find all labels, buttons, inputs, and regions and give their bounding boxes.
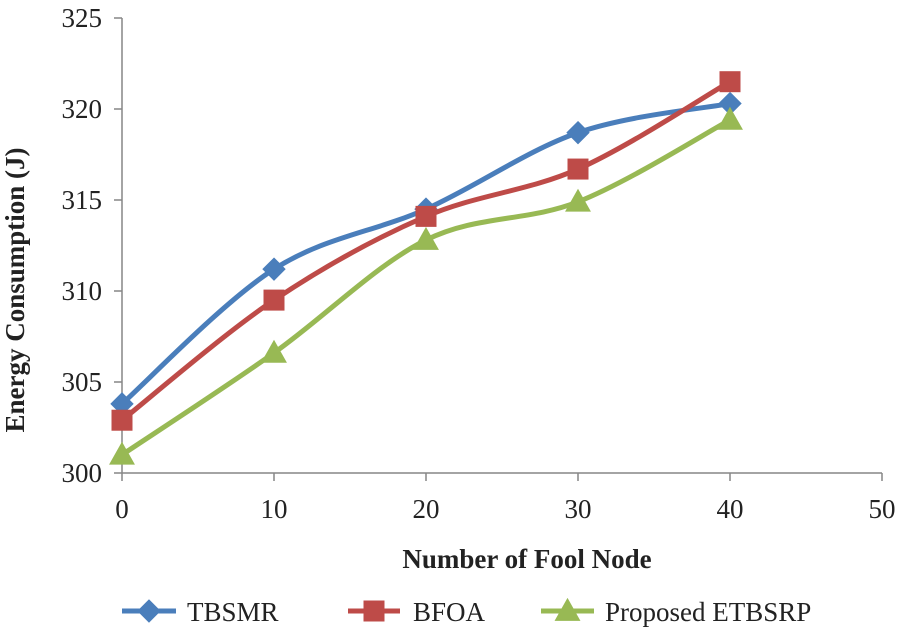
data-point [109, 441, 135, 465]
series-layer [109, 71, 743, 465]
legend-swatch-marker [137, 599, 161, 623]
data-point [262, 257, 286, 281]
legend-label: BFOA [413, 597, 486, 627]
legend-label: Proposed ETBSRP [605, 597, 811, 627]
data-point [263, 289, 285, 311]
x-axis-title: Number of Fool Node [402, 544, 651, 574]
data-point [717, 106, 743, 130]
x-tick-label: 50 [869, 494, 896, 524]
series-line [119, 117, 733, 458]
data-point [567, 158, 589, 180]
legend-swatch-marker [554, 597, 581, 621]
x-tick-label: 40 [717, 494, 744, 524]
y-tick-label: 325 [62, 3, 103, 33]
data-point [565, 188, 591, 212]
x-tick-label: 20 [413, 494, 440, 524]
axes: 300 305 310 315 320 325 0 10 20 30 40 50 [62, 3, 896, 524]
legend-label: TBSMR [187, 597, 279, 627]
legend-swatch-marker [363, 600, 385, 622]
y-tick-label: 300 [62, 458, 103, 488]
series-line [119, 101, 733, 407]
y-tick-label: 310 [62, 276, 103, 306]
x-tick-label: 10 [261, 494, 288, 524]
series-proposed-etbsrp [109, 106, 743, 465]
x-tick-label: 0 [115, 494, 129, 524]
legend: TBSMR BFOA Proposed ETBSRP [122, 597, 811, 627]
y-axis-title: Energy Consumption (J) [0, 147, 30, 432]
y-tick-label: 320 [62, 94, 103, 124]
legend-item-tbsmr: TBSMR [122, 597, 279, 627]
series-bfoa [111, 71, 741, 431]
data-point [415, 205, 437, 227]
x-tick-label: 30 [565, 494, 592, 524]
legend-item-proposed-etbsrp: Proposed ETBSRP [541, 597, 811, 627]
y-tick-label: 305 [62, 367, 103, 397]
legend-item-bfoa: BFOA [348, 597, 486, 627]
series-line [119, 79, 733, 423]
data-point [413, 226, 439, 250]
data-point [111, 409, 133, 431]
data-point [566, 120, 590, 145]
y-tick-label: 315 [62, 185, 103, 215]
series-tbsmr [110, 91, 742, 416]
data-point [261, 339, 287, 363]
data-point [719, 71, 741, 93]
